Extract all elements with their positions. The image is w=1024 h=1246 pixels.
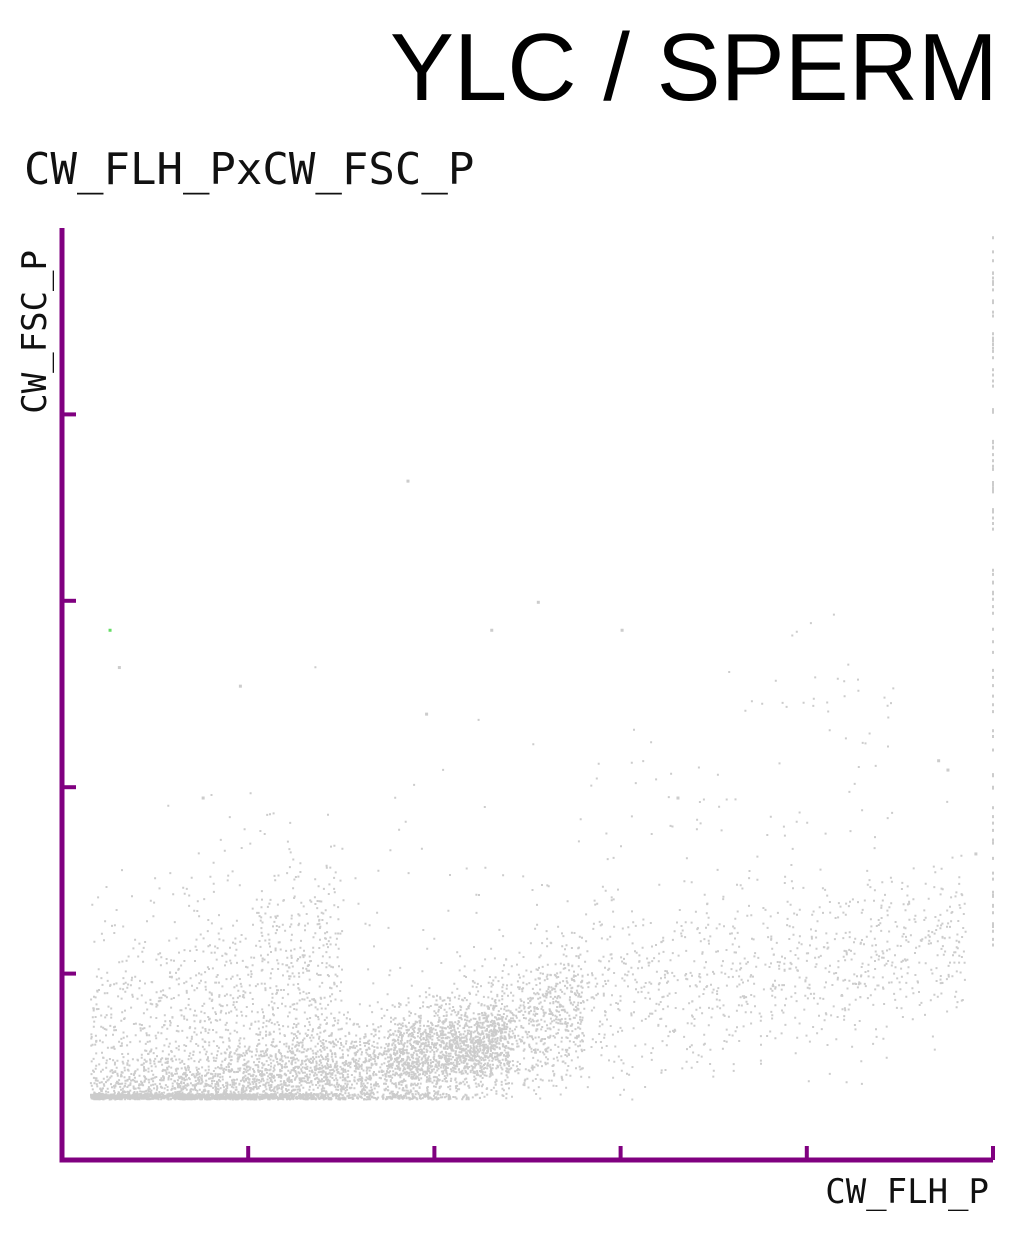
outlier-point	[117, 666, 121, 670]
outlier-point	[490, 628, 494, 632]
outlier-point	[536, 600, 540, 604]
outlier-point	[238, 684, 242, 688]
outlier-point	[620, 628, 624, 632]
y-axis-label: CW_FSC_P	[15, 250, 55, 414]
data-points	[89, 613, 967, 1101]
right-edge-marks	[992, 236, 994, 947]
scatter-density-cloud	[89, 613, 967, 1101]
plot-title: CW_FLH_PxCW_FSC_P	[24, 144, 475, 195]
page-title: YLC / SPERM	[389, 14, 998, 121]
right-edge-events	[992, 236, 994, 947]
outlier-point	[974, 852, 978, 856]
outlier-point	[201, 796, 205, 800]
outlier-point	[425, 712, 429, 716]
x-axis-label: CW_FLH_P	[825, 1172, 989, 1212]
outlier-points	[108, 479, 978, 856]
x-axis-ticks	[246, 1146, 995, 1160]
outlier-point	[406, 479, 410, 483]
axes	[59, 228, 995, 1163]
outlier-point	[946, 768, 950, 772]
outlier-point	[676, 796, 680, 800]
y-axis-ticks	[62, 412, 76, 976]
outlier-point	[108, 628, 112, 632]
outlier-point	[937, 759, 941, 763]
